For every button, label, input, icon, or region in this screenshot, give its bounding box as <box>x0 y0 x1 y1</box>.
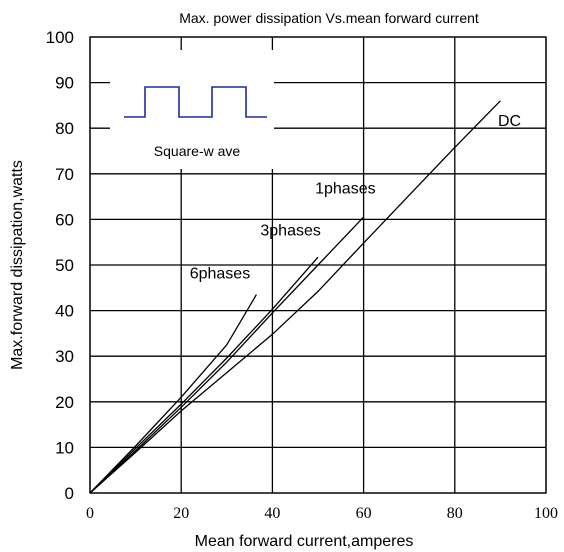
series-lines <box>89 100 501 494</box>
x-tick-label: 20 <box>173 505 189 522</box>
square-wave-icon <box>124 86 267 118</box>
y-tick-label: 90 <box>55 74 74 93</box>
x-axis-ticks: 0 20 40 60 80 100 <box>86 505 558 522</box>
y-tick-label: 40 <box>55 302 74 321</box>
legend-label: Square-w ave <box>154 143 241 159</box>
x-tick-label: 0 <box>86 505 94 522</box>
x-tick-label: 60 <box>356 505 372 522</box>
x-axis-label: Mean forward current,amperes <box>195 533 414 550</box>
series-line-3phases <box>89 256 319 494</box>
y-axis-ticks: 0 10 20 30 40 50 60 70 80 90 100 <box>46 28 74 503</box>
y-tick-label: 50 <box>55 256 74 275</box>
y-tick-label: 20 <box>55 393 74 412</box>
plot-frame <box>89 36 547 494</box>
series-line-6phases <box>89 294 257 494</box>
series-label: 1phases <box>315 180 376 197</box>
x-tick-label: 80 <box>447 505 463 522</box>
series-line-dc <box>89 100 501 494</box>
series-label: 6phases <box>190 266 251 283</box>
y-tick-label: 70 <box>55 165 74 184</box>
x-tick-label: 100 <box>534 505 558 522</box>
series-label: 3phases <box>260 222 321 239</box>
legend: Square-w ave <box>110 50 274 169</box>
y-tick-label: 80 <box>55 119 74 138</box>
y-tick-label: 30 <box>55 347 74 366</box>
y-tick-label: 10 <box>55 438 74 457</box>
series-line-1phases <box>89 216 365 494</box>
chart-title: Max. power dissipation Vs.mean forward c… <box>179 10 479 26</box>
x-tick-label: 40 <box>264 505 280 522</box>
y-axis-label: Max.forward dissipation,watts <box>9 160 26 370</box>
series-label: DC <box>498 113 521 130</box>
series-labels: DC 1phases 3phases 6phases <box>190 113 521 283</box>
y-tick-label: 100 <box>46 28 74 47</box>
y-tick-label: 60 <box>55 210 74 229</box>
y-tick-label: 0 <box>65 484 74 503</box>
